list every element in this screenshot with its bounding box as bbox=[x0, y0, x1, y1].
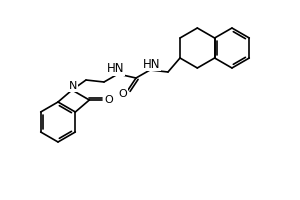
Text: O: O bbox=[104, 95, 113, 105]
Text: HN: HN bbox=[107, 62, 125, 75]
Text: O: O bbox=[118, 89, 127, 99]
Text: HN: HN bbox=[143, 58, 161, 71]
Text: N: N bbox=[69, 81, 77, 91]
